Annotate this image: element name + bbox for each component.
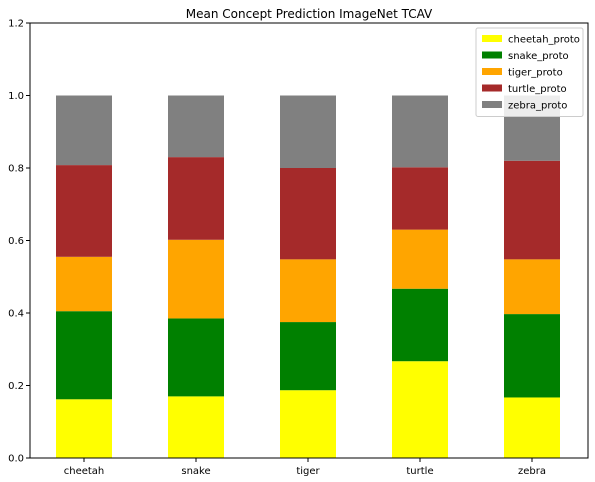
- bar-snake-zebra_proto: [168, 95, 224, 158]
- legend-label-turtle_proto: turtle_proto: [508, 84, 567, 95]
- y-tick-label: 0.6: [8, 236, 24, 247]
- bar-cheetah-tiger_proto: [56, 256, 112, 312]
- bar-snake-cheetah_proto: [168, 396, 224, 458]
- y-tick-label: 1.0: [8, 91, 24, 102]
- bar-tiger-tiger_proto: [280, 259, 336, 323]
- bar-turtle-zebra_proto: [392, 95, 448, 168]
- legend-swatch-cheetah_proto: [482, 35, 502, 42]
- y-tick-label: 0.2: [8, 381, 24, 392]
- legend-label-zebra_proto: zebra_proto: [508, 101, 567, 112]
- y-tick-label: 0.4: [8, 309, 24, 320]
- legend-swatch-zebra_proto: [482, 101, 502, 108]
- bar-tiger-turtle_proto: [280, 168, 336, 260]
- bar-tiger-cheetah_proto: [280, 390, 336, 458]
- bar-cheetah-snake_proto: [56, 311, 112, 400]
- bar-zebra-turtle_proto: [504, 160, 560, 260]
- bar-turtle-turtle_proto: [392, 167, 448, 230]
- legend-label-cheetah_proto: cheetah_proto: [508, 35, 580, 46]
- legend-swatch-turtle_proto: [482, 84, 502, 92]
- x-tick-label: tiger: [296, 466, 320, 477]
- y-axis: 0.0 0.2 0.4 0.6 0.8 1.0 1.2: [8, 19, 30, 465]
- bar-zebra-snake_proto: [504, 314, 560, 398]
- x-tick-label: snake: [181, 466, 210, 477]
- bar-cheetah-zebra_proto: [56, 95, 112, 166]
- bar-cheetah-cheetah_proto: [56, 399, 112, 458]
- bar-cheetah-turtle_proto: [56, 165, 112, 257]
- bar-snake-turtle_proto: [168, 157, 224, 240]
- bar-zebra-tiger_proto: [504, 259, 560, 315]
- bars: [56, 95, 560, 458]
- bar-turtle-cheetah_proto: [392, 361, 448, 458]
- bar-tiger-snake_proto: [280, 322, 336, 391]
- chart-title: Mean Concept Prediction ImageNet TCAV: [186, 7, 433, 21]
- x-axis: cheetah snake tiger turtle zebra: [64, 458, 546, 477]
- bar-zebra-cheetah_proto: [504, 397, 560, 458]
- y-tick-label: 1.2: [8, 19, 24, 30]
- legend-swatch-snake_proto: [482, 51, 502, 59]
- bar-turtle-snake_proto: [392, 288, 448, 362]
- bar-snake-tiger_proto: [168, 239, 224, 319]
- bar-snake-snake_proto: [168, 318, 224, 397]
- x-tick-label: turtle: [406, 466, 433, 477]
- x-tick-label: cheetah: [64, 466, 105, 477]
- bar-turtle-tiger_proto: [392, 229, 448, 289]
- x-tick-label: zebra: [518, 466, 546, 477]
- bar-tiger-zebra_proto: [280, 95, 336, 168]
- legend-swatch-tiger_proto: [482, 68, 502, 75]
- y-tick-label: 0.8: [8, 164, 24, 175]
- legend-label-snake_proto: snake_proto: [508, 51, 569, 62]
- legend-box: [475, 27, 584, 117]
- y-tick-label: 0.0: [8, 454, 24, 465]
- legend: cheetah_proto snake_proto tiger_prototurtl…: [475, 27, 584, 117]
- plot-frame: [29, 22, 589, 459]
- legend-label-tiger_proto: tiger_proto: [508, 68, 563, 79]
